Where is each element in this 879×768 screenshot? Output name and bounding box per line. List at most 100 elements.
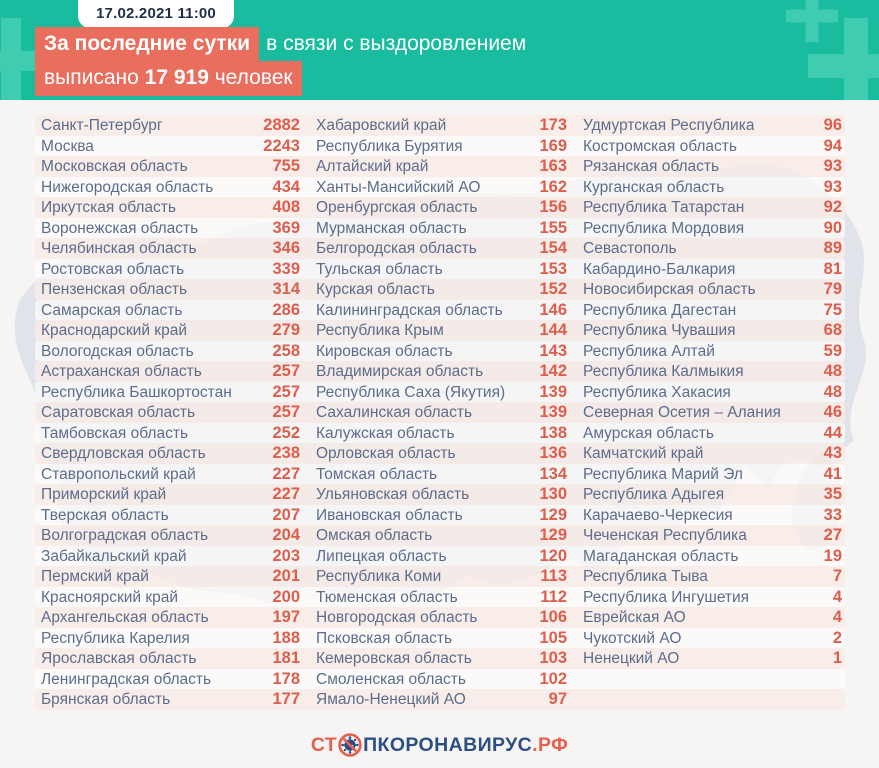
region-cell: Белгородская область 154	[310, 238, 570, 260]
region-value: 339	[272, 259, 300, 278]
region-cell: Чукотский АО 2	[577, 628, 845, 650]
region-name: Астраханская область	[41, 363, 202, 380]
region-cell: Сахалинская область 139	[310, 402, 570, 424]
region-name: Костромская область	[583, 137, 737, 155]
region-value: 33	[823, 505, 842, 524]
region-value: 227	[272, 485, 300, 503]
region-cell: Липецкая область 120	[310, 546, 570, 568]
region-value: 105	[539, 628, 567, 647]
region-name: Владимирская область	[316, 363, 484, 380]
virus-prohibition-icon	[338, 733, 362, 757]
region-name: Новосибирская область	[583, 281, 756, 298]
table-row: Тамбовская область 252 Калужская область 13…	[35, 422, 845, 443]
region-cell: Краснодарский край 279	[35, 320, 303, 342]
region-name: Республика Хакасия	[583, 383, 731, 401]
region-cell: Тверская область 207	[35, 505, 303, 527]
region-value: 102	[539, 669, 567, 688]
region-value: 19	[823, 546, 842, 565]
region-name: Удмуртская Республика	[583, 117, 755, 134]
region-name: Иркутская область	[41, 199, 176, 216]
region-cell: Чеченская Республика 27	[577, 525, 845, 547]
region-name: Архангельская область	[41, 609, 209, 626]
region-name: Республика Алтай	[583, 342, 715, 360]
plus-icon	[786, 0, 838, 42]
region-cell: Кабардино-Балкария 81	[577, 259, 845, 281]
region-value: 314	[272, 280, 300, 298]
region-name: Ярославская область	[41, 650, 197, 667]
region-name: Северная Осетия – Алания	[583, 404, 781, 421]
region-name: Камчатский край	[583, 445, 704, 462]
headline-line2: выписано 17 919 человек	[35, 61, 309, 96]
region-cell: Магаданская область 19	[577, 546, 845, 568]
region-name: Курская область	[316, 281, 435, 298]
region-cell: Забайкальский край 203	[35, 546, 303, 568]
region-name: Пензенская область	[41, 281, 188, 298]
region-name: Курганская область	[583, 178, 725, 196]
table-row: Республика Карелия 188 Псковская область 10…	[35, 627, 845, 650]
region-name: Вологодская область	[41, 342, 194, 360]
region-name: Еврейская АО	[583, 609, 686, 626]
region-value: 90	[823, 218, 842, 237]
region-value: 1	[832, 649, 842, 667]
region-name: Новгородская область	[316, 609, 478, 626]
region-name: Забайкальский край	[41, 547, 187, 565]
regions-table: Санкт-Петербург 2882 Хабаровский край 173 Уд…	[35, 115, 845, 710]
region-name: Чукотский АО	[583, 629, 682, 647]
region-value: 48	[823, 382, 842, 401]
table-row: Нижегородская область 434 Ханты-Мансийский…	[35, 176, 845, 197]
region-value: 286	[272, 300, 300, 319]
region-cell: Омская область 129	[310, 525, 570, 547]
region-value: 2243	[263, 136, 300, 155]
region-name: Пермский край	[41, 568, 149, 585]
region-value: 106	[539, 608, 567, 626]
table-row: Москва 2243 Республика Бурятия 169 Костромск…	[35, 135, 845, 156]
region-value: 134	[539, 464, 567, 483]
table-row: Санкт-Петербург 2882 Хабаровский край 173 Уд…	[35, 115, 845, 136]
region-value: 93	[823, 177, 842, 196]
region-value: 252	[272, 423, 300, 442]
region-name: Белгородская область	[316, 240, 477, 257]
region-name: Республика Татарстан	[583, 199, 745, 216]
region-name: Севастополь	[583, 240, 677, 257]
region-cell: Тюменская область 112	[310, 587, 570, 609]
region-cell: Ставропольский край 227	[35, 464, 303, 486]
region-value: 4	[832, 608, 842, 626]
region-value: 181	[272, 649, 300, 667]
region-value: 2882	[263, 116, 300, 134]
region-cell: Архангельская область 197	[35, 607, 303, 629]
region-value: 48	[823, 362, 842, 380]
region-value: 203	[272, 546, 300, 565]
table-row: Пензенская область 314 Курская область 152 Н…	[35, 279, 845, 300]
region-value: 139	[539, 403, 567, 421]
region-value: 155	[539, 218, 567, 237]
region-name: Республика Ингушетия	[583, 588, 750, 606]
region-value: 173	[539, 116, 567, 134]
date-badge: 17.02.2021 11:00	[78, 0, 234, 28]
region-value: 44	[823, 423, 842, 442]
region-value: 369	[272, 218, 300, 237]
region-value: 138	[539, 423, 567, 442]
table-row: Республика Башкортостан 257 Республика Сах…	[35, 381, 845, 402]
region-value: 178	[272, 669, 300, 688]
table-row: Волгоградская область 204 Омская область 12…	[35, 525, 845, 546]
region-name: Москва	[41, 137, 94, 155]
region-name: Рязанская область	[583, 158, 720, 175]
region-cell: Московская область 755	[35, 156, 303, 178]
region-value: 103	[539, 649, 567, 667]
table-row: Челябинская область 346 Белгородская облас…	[35, 238, 845, 259]
table-row: Астраханская область 257 Владимирская обла…	[35, 361, 845, 382]
region-value: 238	[272, 444, 300, 462]
region-cell: Волгоградская область 204	[35, 525, 303, 547]
stopcoronavirus-logo: СТ ПКОРОНАВИРУС .	[311, 733, 568, 757]
region-cell: Ненецкий АО 1	[577, 648, 845, 670]
region-cell: Ростовская область 339	[35, 259, 303, 281]
table-row: Ростовская область 339 Тульская область 153…	[35, 258, 845, 281]
region-cell: Ивановская область 129	[310, 505, 570, 527]
footer: СТ ПКОРОНАВИРУС .	[0, 728, 879, 762]
region-name: Хабаровский край	[316, 117, 447, 134]
region-value: 112	[540, 587, 567, 606]
headline-highlight: За последние сутки	[35, 27, 260, 62]
region-cell: Ярославская область 181	[35, 648, 303, 670]
region-cell	[577, 669, 845, 691]
region-name: Московская область	[41, 158, 188, 175]
